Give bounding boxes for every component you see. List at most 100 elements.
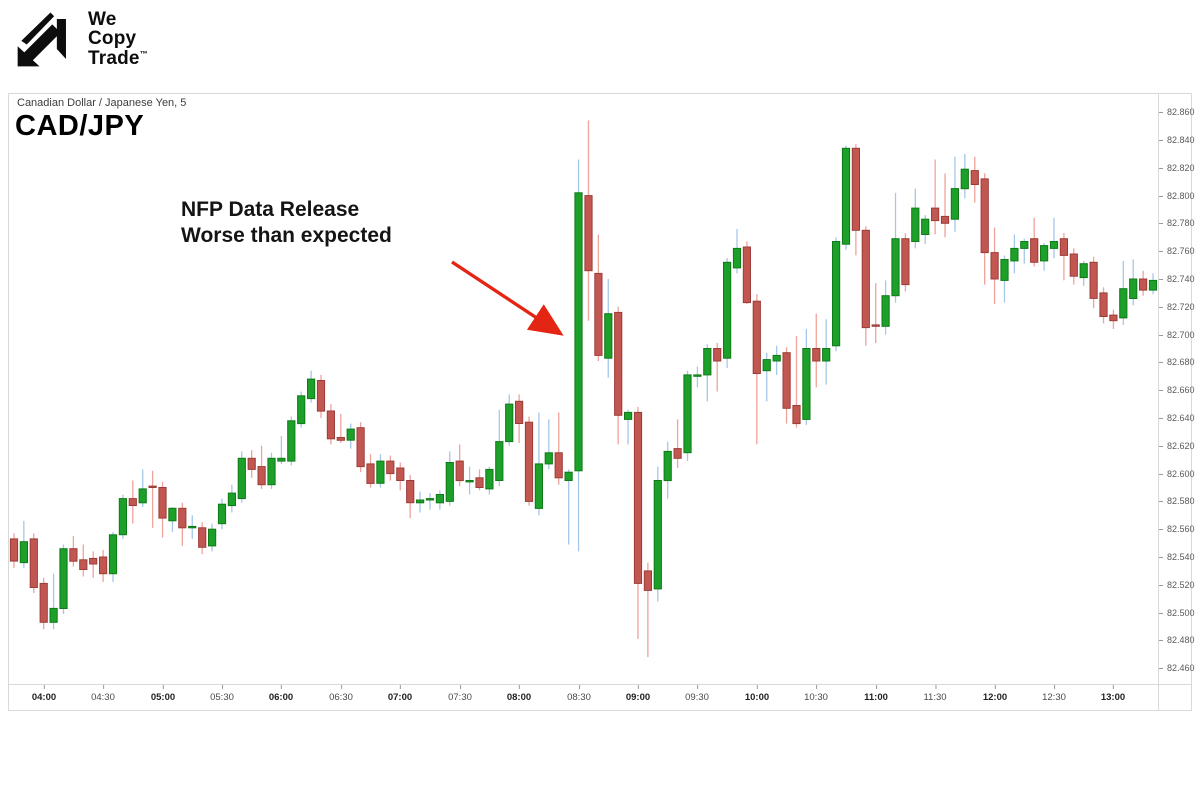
candle-body [396, 467, 405, 481]
candle [713, 342, 722, 392]
candle [554, 412, 563, 485]
candle-body [841, 147, 851, 245]
candle-body [118, 498, 128, 536]
price-tick-label: 82.800 [1158, 191, 1195, 201]
candle [940, 173, 950, 238]
candle-body [277, 457, 286, 462]
candle-body [227, 492, 237, 507]
candle-body [307, 378, 316, 400]
candle [376, 454, 385, 488]
price-axis-separator [1158, 94, 1159, 710]
time-tick-label: 05:30 [210, 685, 234, 703]
time-tick-label: 07:00 [387, 685, 413, 703]
candle [723, 258, 732, 368]
candle [1099, 287, 1108, 324]
price-chart-canvas[interactable] [9, 94, 1158, 684]
candle-body [29, 538, 38, 588]
price-tick-label: 82.540 [1158, 552, 1195, 562]
candle-body [534, 463, 543, 509]
candle [346, 423, 355, 449]
candle [624, 409, 633, 445]
candle [19, 520, 28, 569]
candle-body [693, 374, 702, 377]
price-tick-label: 82.840 [1158, 135, 1195, 145]
price-tick-label: 82.620 [1158, 441, 1195, 451]
candle-body [386, 460, 395, 475]
candle [435, 490, 444, 510]
candle [386, 455, 395, 481]
price-tick-label: 82.600 [1158, 469, 1195, 479]
candle-body [604, 313, 613, 359]
candle-body [633, 411, 643, 584]
candle [584, 120, 593, 321]
candle-body [1148, 279, 1158, 291]
candle [861, 226, 870, 346]
candle [178, 502, 187, 546]
time-axis[interactable]: 04:00 04:30 05:00 05:30 06:00 06:30 07:00 07:30… [9, 685, 1158, 711]
candle-body [594, 272, 603, 356]
candle-body [1030, 238, 1039, 263]
time-tick-label: 08:00 [506, 685, 532, 703]
candle [1040, 242, 1049, 271]
candle [227, 484, 237, 513]
candle [871, 283, 880, 343]
candle [1000, 255, 1009, 303]
candle [574, 159, 583, 552]
candle-body [208, 528, 217, 547]
candle [188, 515, 197, 539]
candle-body [643, 570, 652, 591]
candle [643, 562, 652, 658]
candle-body [574, 192, 583, 472]
candle-body [752, 300, 761, 374]
nfp-annotation-line2: Worse than expected [181, 223, 392, 247]
candle-body [624, 411, 633, 420]
candle [445, 451, 454, 506]
price-axis[interactable]: 82.860 82.840 82.820 82.800 82.780 82.760 82.7… [1158, 94, 1195, 684]
candle-body [1069, 253, 1078, 277]
candle [792, 336, 801, 428]
candle [544, 419, 553, 470]
candle-body [465, 480, 474, 483]
candle-body [940, 215, 950, 224]
candle [960, 153, 969, 199]
price-tick-label: 82.780 [1158, 218, 1195, 228]
candle-body [1099, 292, 1108, 317]
candle [832, 237, 841, 352]
time-tick-label: 10:00 [744, 685, 770, 703]
candle-body [614, 311, 623, 416]
candle-body [495, 441, 504, 482]
candle [1079, 260, 1088, 286]
candle [1020, 238, 1029, 264]
candle-body [435, 494, 444, 504]
candle-body [336, 437, 345, 441]
candle [653, 466, 662, 602]
logo-word-copy: Copy [88, 28, 137, 50]
candle [515, 394, 524, 443]
candle-body [505, 403, 514, 443]
candle-body [683, 374, 692, 454]
candle-body [9, 538, 19, 562]
candle-body [822, 348, 831, 362]
candle [812, 313, 821, 388]
price-tick-label: 82.500 [1158, 608, 1195, 618]
time-tick-label: 06:30 [329, 685, 353, 703]
candle-body [316, 380, 326, 412]
candle [950, 156, 959, 232]
candle-body [911, 207, 920, 242]
candle [475, 469, 484, 491]
candle-body [861, 229, 870, 329]
candle [693, 366, 702, 388]
candle [79, 544, 88, 577]
candle [307, 370, 316, 403]
candle-body [326, 410, 335, 440]
candle [841, 145, 851, 250]
candle-body [782, 352, 791, 409]
candle-body [79, 559, 88, 570]
candle-body [89, 557, 98, 565]
trademark-symbol: ™ [139, 49, 148, 59]
candlestick-plot[interactable] [9, 94, 1158, 684]
candle [614, 306, 623, 445]
candle-body [1059, 238, 1069, 256]
time-tick-label: 09:00 [625, 685, 651, 703]
candle [891, 192, 900, 303]
